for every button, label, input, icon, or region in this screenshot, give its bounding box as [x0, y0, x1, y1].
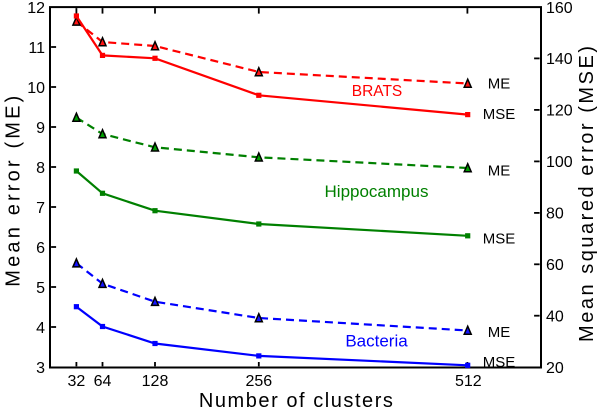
svg-text:512: 512	[455, 373, 482, 390]
svg-text:40: 40	[546, 309, 564, 326]
svg-text:60: 60	[546, 257, 564, 274]
svg-text:7: 7	[36, 200, 45, 217]
svg-text:160: 160	[546, 0, 573, 17]
svg-text:ME: ME	[488, 76, 511, 93]
svg-text:MSE: MSE	[483, 354, 516, 371]
svg-text:3: 3	[36, 360, 45, 377]
svg-text:MSE: MSE	[483, 106, 516, 123]
svg-text:6: 6	[36, 240, 45, 257]
svg-text:100: 100	[546, 154, 573, 171]
svg-text:120: 120	[546, 103, 573, 120]
svg-text:Mean error (ME): Mean error (ME)	[3, 96, 25, 287]
svg-text:8: 8	[36, 160, 45, 177]
svg-text:11: 11	[28, 40, 45, 57]
svg-text:256: 256	[245, 373, 272, 390]
svg-text:80: 80	[546, 206, 564, 223]
svg-text:128: 128	[142, 373, 169, 390]
svg-text:Hippocampus: Hippocampus	[325, 182, 429, 201]
svg-text:64: 64	[94, 373, 112, 390]
svg-text:Number of clusters: Number of clusters	[199, 390, 393, 410]
svg-text:140: 140	[546, 51, 573, 68]
svg-text:32: 32	[68, 373, 86, 390]
svg-text:10: 10	[27, 80, 45, 97]
svg-text:4: 4	[36, 320, 45, 337]
svg-text:MSE: MSE	[483, 231, 516, 248]
svg-text:ME: ME	[488, 324, 511, 341]
svg-text:20: 20	[546, 360, 564, 377]
svg-text:5: 5	[36, 280, 45, 297]
svg-text:Bacteria: Bacteria	[345, 332, 408, 351]
svg-text:Mean squared error (MSE): Mean squared error (MSE)	[576, 46, 598, 342]
svg-text:9: 9	[36, 120, 45, 137]
svg-text:12: 12	[27, 0, 45, 17]
svg-text:BRATS: BRATS	[352, 83, 403, 100]
svg-text:ME: ME	[488, 163, 511, 180]
